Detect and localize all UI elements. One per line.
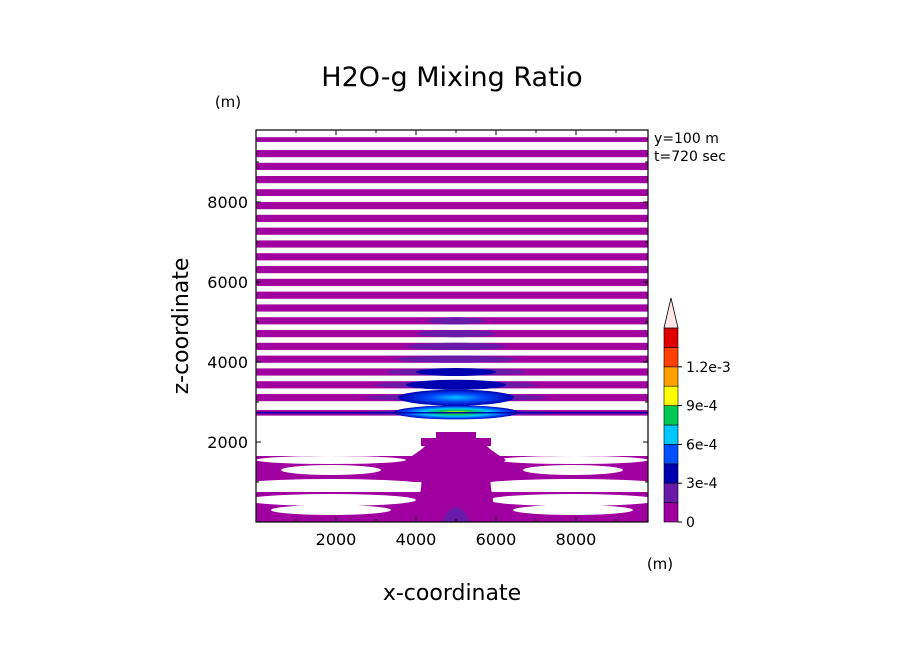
y-axis-unit: (m)	[215, 93, 241, 111]
y-axis-label: z-coordinate	[169, 258, 194, 395]
annotation-y: y=100 m	[654, 131, 719, 147]
dry-wisp-right-0	[523, 465, 623, 475]
plot-frame	[255, 129, 649, 523]
x-axis-label: x-coordinate	[383, 581, 521, 606]
x-tick-label: 4000	[396, 530, 437, 549]
colorbar-segment-8	[663, 347, 679, 368]
y-tick-label: 4000	[207, 353, 248, 372]
y-tick-label: 6000	[207, 273, 248, 292]
moist-band-2	[256, 162, 648, 170]
dry-wisp-left-4	[271, 505, 391, 515]
plume-top-b	[436, 432, 476, 440]
contour-field	[256, 137, 648, 522]
colorbar-segment-1	[663, 482, 679, 503]
moist-band-5	[256, 202, 648, 210]
colorbar-tick-label: 0	[686, 515, 695, 531]
colorbar-extend-arrow	[663, 297, 679, 329]
dry-wisp-right-2	[488, 494, 648, 506]
moist-band-11	[256, 278, 648, 286]
x-tick-label: 6000	[476, 530, 517, 549]
dry-wisp-left-3	[256, 456, 406, 464]
moist-band-7	[256, 227, 648, 235]
lens-core-3750	[416, 368, 496, 376]
band-core-15	[417, 330, 495, 338]
colorbar-segment-6	[663, 385, 679, 406]
colorbar-segment-9	[663, 327, 679, 348]
chart-title: H2O-g Mixing Ratio	[321, 62, 582, 93]
dry-wisp-left-0	[281, 465, 381, 475]
band-core-14	[427, 317, 485, 325]
updraft-plume	[406, 438, 506, 522]
x-tick-label: 2000	[316, 530, 357, 549]
lens-core-3100	[398, 389, 514, 406]
colorbar-segment-5	[663, 405, 679, 426]
colorbar-segment-0	[663, 502, 679, 523]
dry-wisp-left-2	[256, 494, 416, 506]
colorbar-tick-label: 3e-4	[686, 476, 718, 492]
moist-band-0	[256, 137, 648, 142]
colorbar-tick-label: 9e-4	[686, 399, 718, 415]
dry-wisp-left-1	[256, 479, 426, 491]
x-ticks: 2000 4000 6000 8000	[295, 130, 617, 549]
moist-band-6	[256, 214, 648, 222]
moist-band-3	[256, 176, 648, 184]
colorbar-segment-3	[663, 444, 679, 465]
y-ticks: 2000 4000 6000 8000	[207, 161, 648, 483]
plume-top-a	[421, 438, 491, 446]
x-axis-unit: (m)	[647, 555, 673, 573]
colorbar-segment-7	[663, 366, 679, 387]
x-tick-label: 8000	[556, 530, 597, 549]
dry-wisp-right-4	[513, 505, 633, 515]
colorbar-tick-label: 1.2e-3	[686, 360, 731, 376]
dry-wisp-right-1	[478, 479, 648, 491]
moist-band-12	[256, 291, 648, 299]
band-core-17	[396, 355, 516, 363]
moist-band-4	[256, 189, 648, 196]
moist-band-8	[256, 240, 648, 248]
colorbar-segment-4	[663, 424, 679, 445]
annotation-t: t=720 sec	[654, 149, 726, 165]
y-tick-label: 2000	[207, 433, 248, 452]
colorbar-tick-label: 6e-4	[686, 437, 718, 453]
moist-band-9	[256, 253, 648, 261]
colorbar: 0 3e-4 6e-4 9e-4 1.2e-3	[663, 297, 731, 531]
band-core-16	[406, 342, 506, 350]
dry-wisp-right-3	[498, 456, 648, 464]
moist-band-13	[256, 304, 648, 312]
colorbar-segment-2	[663, 463, 679, 484]
moist-band-10	[256, 266, 648, 274]
lens-core-3400	[406, 379, 506, 390]
moist-band-1	[256, 150, 648, 158]
plume-base	[442, 507, 470, 522]
y-tick-label: 8000	[207, 193, 248, 212]
